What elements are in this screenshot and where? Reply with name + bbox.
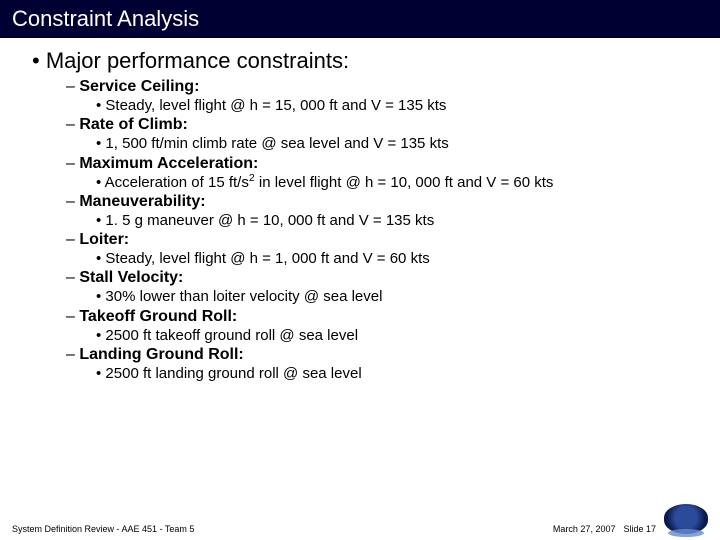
constraint-heading: Landing Ground Roll: bbox=[66, 346, 698, 364]
constraint-detail: 1, 500 ft/min climb rate @ sea level and… bbox=[96, 134, 698, 154]
slide-footer: System Definition Review - AAE 451 - Tea… bbox=[0, 504, 720, 534]
constraint-item: Loiter: Steady, level flight @ h = 1, 00… bbox=[66, 231, 698, 269]
footer-date: March 27, 2007 bbox=[553, 524, 616, 534]
footer-left: System Definition Review - AAE 451 - Tea… bbox=[12, 524, 194, 534]
constraint-detail: 1. 5 g maneuver @ h = 10, 000 ft and V =… bbox=[96, 211, 698, 231]
constraint-detail: 2500 ft landing ground roll @ sea level bbox=[96, 364, 698, 384]
main-heading: Major performance constraints: bbox=[32, 48, 698, 74]
constraint-heading: Maximum Acceleration: bbox=[66, 155, 698, 173]
constraint-item: Maximum Acceleration: Acceleration of 15… bbox=[66, 155, 698, 193]
constraint-item: Maneuverability: 1. 5 g maneuver @ h = 1… bbox=[66, 193, 698, 231]
slide-title-bar: Constraint Analysis bbox=[0, 0, 720, 38]
constraint-heading: Takeoff Ground Roll: bbox=[66, 308, 698, 326]
constraint-heading: Stall Velocity: bbox=[66, 269, 698, 287]
slide-title: Constraint Analysis bbox=[12, 6, 199, 31]
constraint-detail: Steady, level flight @ h = 1, 000 ft and… bbox=[96, 249, 698, 269]
constraint-item: Stall Velocity: 30% lower than loiter ve… bbox=[66, 269, 698, 307]
constraint-heading: Loiter: bbox=[66, 231, 698, 249]
constraint-heading: Rate of Climb: bbox=[66, 116, 698, 134]
constraint-item: Landing Ground Roll: 2500 ft landing gro… bbox=[66, 346, 698, 384]
footer-slide-number: Slide 17 bbox=[623, 524, 656, 534]
constraint-detail: 2500 ft takeoff ground roll @ sea level bbox=[96, 326, 698, 346]
constraint-heading: Service Ceiling: bbox=[66, 78, 698, 96]
constraint-detail: 30% lower than loiter velocity @ sea lev… bbox=[96, 287, 698, 307]
constraint-heading: Maneuverability: bbox=[66, 193, 698, 211]
constraint-item: Service Ceiling: Steady, level flight @ … bbox=[66, 78, 698, 116]
constraint-detail: Acceleration of 15 ft/s2 in level flight… bbox=[96, 173, 698, 193]
slide-content: Major performance constraints: Service C… bbox=[0, 38, 720, 384]
team-logo-icon bbox=[664, 504, 708, 534]
constraint-detail: Steady, level flight @ h = 15, 000 ft an… bbox=[96, 96, 698, 116]
constraint-item: Takeoff Ground Roll: 2500 ft takeoff gro… bbox=[66, 308, 698, 346]
footer-right: March 27, 2007 Slide 17 bbox=[553, 504, 708, 534]
constraint-item: Rate of Climb: 1, 500 ft/min climb rate … bbox=[66, 116, 698, 154]
